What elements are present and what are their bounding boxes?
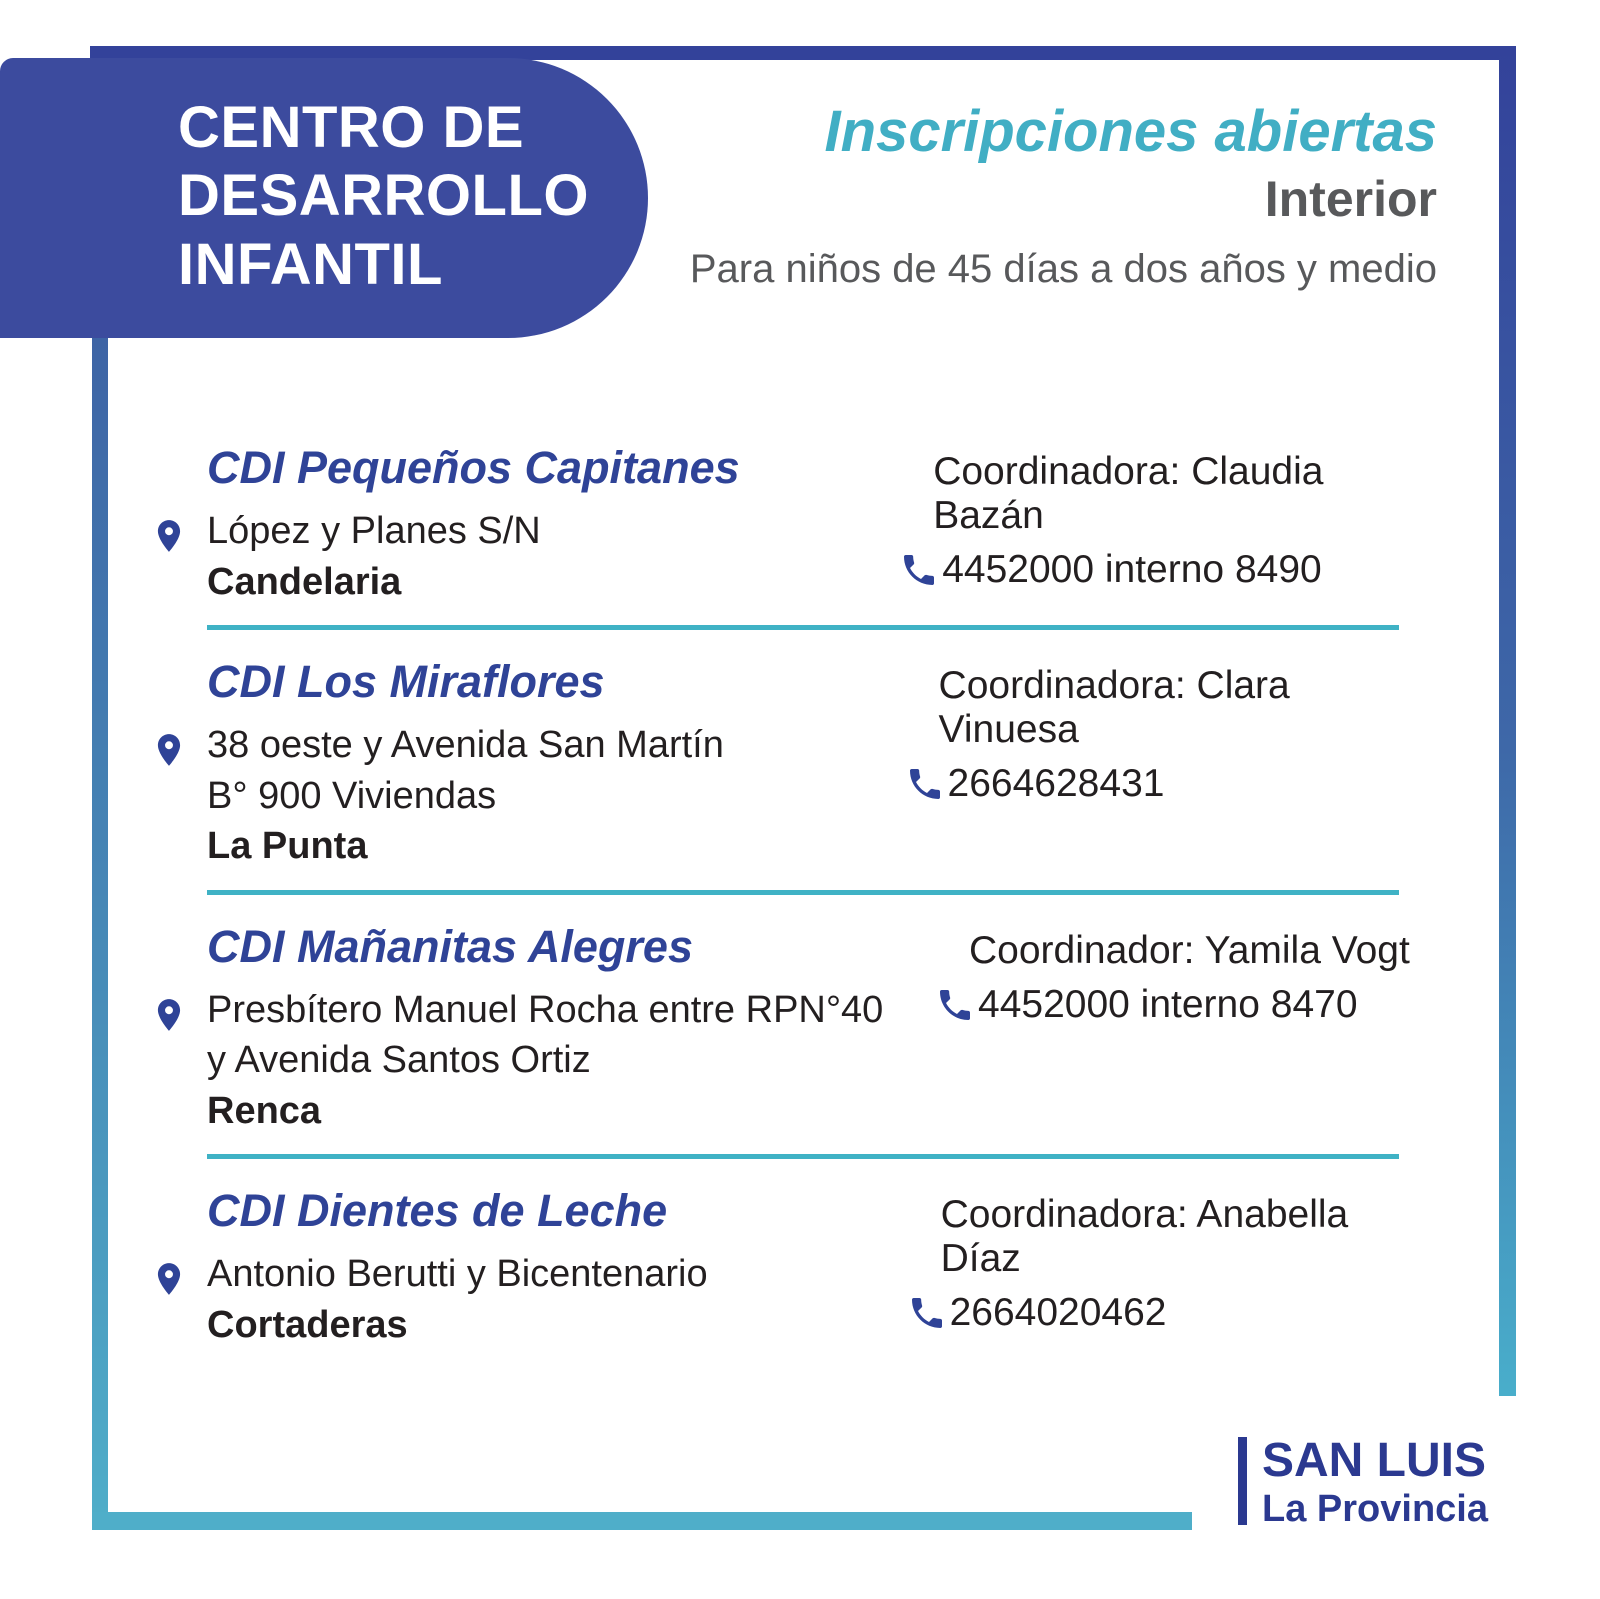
coordinator-label: Coordinador: Yamila Vogt <box>969 928 1410 972</box>
center-entry: CDI Mañanitas Alegres Presbítero Manuel … <box>150 921 1420 1160</box>
coordinator-label: Coordinadora: Clara Vinuesa <box>938 664 1290 752</box>
subtitle-region: Interior <box>1264 170 1437 227</box>
city-label: Renca <box>207 1089 322 1132</box>
address-block: Antonio Berutti y Bicentenario Cortaderas <box>207 1249 708 1350</box>
location-pin-icon <box>150 720 207 872</box>
phone-icon <box>907 1293 947 1333</box>
city-label: Candelaria <box>207 560 402 603</box>
address-line: B° 900 Viviendas <box>207 774 497 817</box>
address-line: Antonio Berutti y Bicentenario <box>207 1253 708 1296</box>
city-label: La Punta <box>207 825 368 868</box>
phone-icon <box>899 550 939 590</box>
address-line: 38 oeste y Avenida San Martín <box>207 724 724 767</box>
phone-number: 2664628431 <box>947 762 1165 806</box>
address-block: Presbítero Manuel Rocha entre RPN°40 y Av… <box>207 985 883 1137</box>
location-pin-icon <box>150 506 207 607</box>
page-title: CENTRO DE DESARROLLO INFANTIL <box>178 95 589 297</box>
frame-border-right <box>1499 46 1516 1396</box>
coordinator-label: Coordinadora: Anabella Díaz <box>940 1193 1349 1281</box>
frame-border-bottom <box>92 1512 1192 1530</box>
coordinator-label: Coordinadora: Claudia Bazán <box>933 450 1324 537</box>
center-name: CDI Mañanitas Alegres <box>207 920 693 972</box>
subtitle-audience: Para niños de 45 días a dos años y medio <box>689 247 1437 292</box>
logo-line2: La Provincia <box>1262 1488 1488 1530</box>
subtitle-open-enrollment: Inscripciones abiertas <box>824 99 1437 164</box>
entry-divider <box>207 625 1399 631</box>
logo-bar <box>1238 1437 1247 1525</box>
center-name: CDI Dientes de Leche <box>207 1185 668 1237</box>
center-name: CDI Pequeños Capitanes <box>207 442 740 493</box>
address-line: Presbítero Manuel Rocha entre RPN°40 <box>207 988 884 1031</box>
phone-number: 2664020462 <box>949 1291 1167 1335</box>
center-name: CDI Los Miraflores <box>207 656 605 708</box>
frame-border-top <box>90 46 1516 60</box>
logo-line1: SAN LUIS <box>1262 1434 1487 1487</box>
header-subtitle-block: Inscripciones abiertas Interior Para niñ… <box>537 99 1437 292</box>
city-label: Cortaderas <box>207 1303 408 1346</box>
phone-icon <box>935 985 975 1025</box>
phone-number: 4452000 interno 8490 <box>942 548 1322 591</box>
frame-border-left <box>92 338 108 1530</box>
center-entry: CDI Los Miraflores 38 oeste y Avenida Sa… <box>150 656 1420 895</box>
address-line: y Avenida Santos Ortiz <box>207 1039 591 1082</box>
centers-list: CDI Pequeños Capitanes López y Planes S/… <box>150 442 1420 1376</box>
entry-divider <box>207 889 1399 895</box>
san-luis-logo: SAN LUIS La Provincia <box>1238 1437 1488 1528</box>
location-pin-icon <box>150 985 207 1137</box>
entry-divider <box>207 1154 1399 1160</box>
header-banner: CENTRO DE DESARROLLO INFANTIL <box>0 58 648 338</box>
phone-number: 4452000 interno 8470 <box>978 982 1358 1026</box>
logo-text: SAN LUIS La Provincia <box>1262 1434 1488 1530</box>
address-line: López y Planes S/N <box>207 510 541 552</box>
center-entry: CDI Dientes de Leche Antonio Berutti y B… <box>150 1185 1420 1350</box>
center-entry: CDI Pequeños Capitanes López y Planes S/… <box>150 442 1420 631</box>
address-block: 38 oeste y Avenida San Martín B° 900 Vivi… <box>207 720 724 872</box>
address-block: López y Planes S/N Candelaria <box>207 506 541 607</box>
location-pin-icon <box>150 1249 207 1350</box>
phone-icon <box>905 764 945 804</box>
